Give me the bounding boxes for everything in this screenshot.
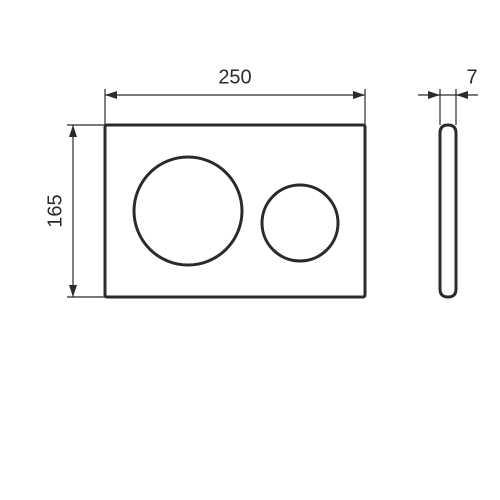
flush-button-large	[134, 157, 242, 265]
dimension-label-height: 165	[44, 194, 66, 227]
side-view	[440, 125, 456, 297]
dimension-label-width: 250	[218, 66, 251, 88]
front-plate	[105, 125, 365, 297]
dimension-label-depth: 7	[466, 66, 477, 88]
flush-button-small	[262, 185, 338, 261]
